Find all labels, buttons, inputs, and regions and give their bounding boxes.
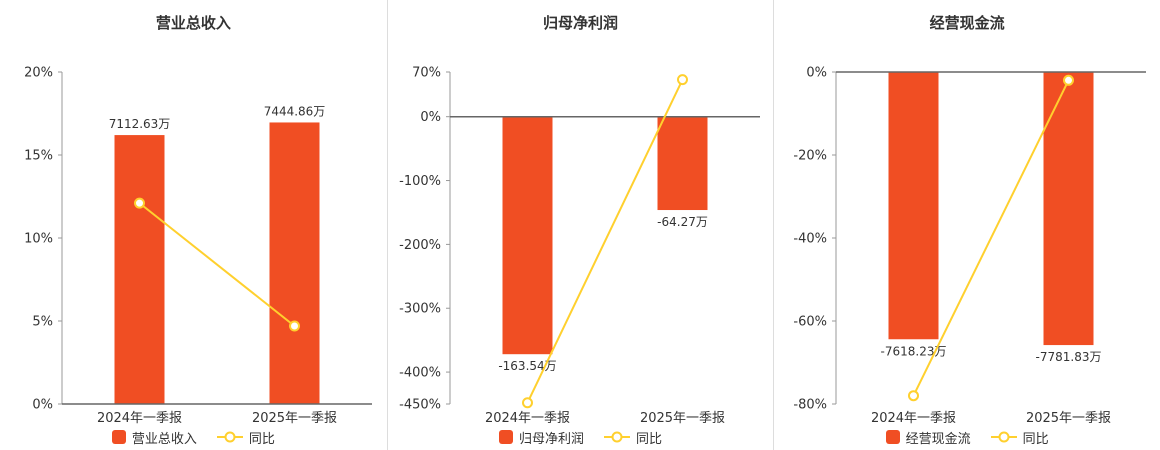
yoy-point-marker [521,397,533,409]
cash-flow-chart: 0% -20% -40% -60% -80% -7618.23万 -7781.83万 2024… [794,66,1147,424]
revenue-chart: 20% 15% 10% 5% 0% 7112.63万 7444.86万 2024年一季报 202… [24,66,372,424]
bar-value-label: 7444.86万 [264,104,326,118]
bar-legend-swatch [498,430,513,444]
x-category-label: 2025年一季报 [252,411,337,424]
line-legend-label: 同比 [635,431,662,447]
line-legend-icon [603,431,630,443]
x-category-label: 2025年一季报 [1026,411,1111,424]
y-tick-label: -60% [794,315,828,330]
yoy-point-marker [676,74,688,86]
line-legend-label: 同比 [248,431,275,447]
yoy-line [138,202,296,327]
y-tick-label: 0% [807,66,828,81]
y-tick-label: -40% [794,232,828,247]
legend-revenue: 营业总收入 同比 [0,424,387,450]
y-tick-label: 0% [420,110,441,125]
line-legend-marker-icon [611,431,623,443]
yoy-line [912,79,1070,397]
bar [1043,72,1094,346]
chart-title-cash-flow: 经营现金流 [929,14,1005,32]
x-category-label: 2024年一季报 [485,411,570,424]
bar [888,72,939,340]
bar [502,116,553,355]
net-profit-chart: 70% 0% -100% -200% -300% -400% -450% -163.54万 -6… [399,66,760,424]
line-legend-label: 同比 [1022,431,1049,447]
bar-legend-swatch [885,430,900,444]
x-category-label: 2024年一季报 [97,411,182,424]
yoy-point-marker [134,197,145,209]
legend-cash-flow: 经营现金流 同比 [774,424,1160,450]
legend-net-profit: 归母净利润 同比 [388,424,774,450]
bar-value-label: -163.54万 [498,359,556,373]
panel-cash-flow: 经营现金流 0% -20% -40% -60% -80% -7618.23万 -7781.8… [773,0,1160,450]
x-category-label: 2024年一季报 [871,411,956,424]
panel-revenue: 营业总收入 20% 15% 10% 5% 0% 7112.63万 7444.86万 2024年… [0,0,387,450]
line-legend-icon [990,431,1017,443]
bar-value-label: 7112.63万 [109,117,171,131]
y-tick-label: 0% [32,398,53,413]
line-legend-icon [216,431,243,443]
y-tick-label: -80% [794,398,828,413]
y-tick-label: 10% [24,232,53,247]
chart-title-net-profit: 归母净利润 [542,14,618,32]
bar-legend-label: 经营现金流 [905,431,971,447]
y-tick-label: 15% [24,149,53,164]
y-tick-label: 5% [32,315,53,330]
bar-legend-label: 归母净利润 [518,431,584,447]
y-tick-label: 20% [24,66,53,81]
y-tick-label: -100% [399,174,441,189]
bar [269,122,320,405]
line-legend-marker-icon [998,431,1010,443]
yoy-point-marker [1063,74,1075,86]
y-tick-label: -400% [399,366,441,381]
bar-value-label: -7781.83万 [1036,350,1102,364]
y-tick-label: -200% [399,238,441,253]
y-tick-label: -450% [399,398,441,413]
yoy-point-marker [908,390,920,402]
yoy-point-marker [289,320,300,332]
y-tick-label: -300% [399,302,441,317]
bar-value-label: -7618.23万 [881,344,947,358]
y-tick-label: -20% [794,149,828,164]
bar-legend-swatch [111,430,126,444]
yoy-line [526,79,684,404]
bar [657,116,708,211]
line-legend-marker-icon [224,431,236,443]
bar-value-label: -64.27万 [657,215,708,229]
x-category-label: 2025年一季报 [640,411,725,424]
bar-legend-label: 营业总收入 [131,431,197,447]
chart-title-revenue: 营业总收入 [155,14,231,32]
bar [114,135,165,404]
panel-net-profit: 归母净利润 70% 0% -100% -200% -300% -400% -450% -163… [386,0,774,450]
y-tick-label: 70% [412,66,441,81]
